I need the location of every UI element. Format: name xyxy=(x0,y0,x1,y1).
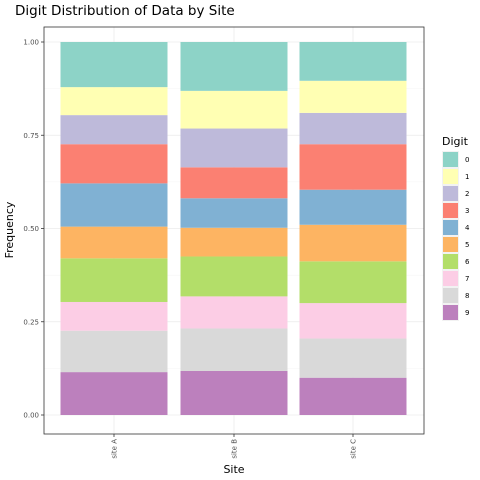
x-tick-label-2: site C xyxy=(350,439,358,459)
bar-site-A-digit-7 xyxy=(60,301,168,331)
bar-site-A-digit-2 xyxy=(60,115,168,145)
bar-site-A-digit-0 xyxy=(60,42,168,88)
y-tick-label-1: 0.25 xyxy=(23,318,39,326)
legend-swatch-3 xyxy=(443,203,458,218)
legend-swatch-5 xyxy=(443,237,458,252)
bar-site-A-digit-9 xyxy=(60,372,168,415)
x-axis-title: Site xyxy=(223,463,244,476)
y-axis-title: Frequency xyxy=(3,201,16,258)
legend-label-6: 6 xyxy=(465,258,470,266)
y-axis: 0.00 0.25 0.50 0.75 1.00 xyxy=(23,39,44,420)
bar-site-A-digit-5 xyxy=(60,226,168,259)
legend-swatch-6 xyxy=(443,254,458,269)
bar-site-C-digit-8 xyxy=(299,338,407,378)
bar-site-B-digit-5 xyxy=(180,227,288,257)
bar-site-B-digit-8 xyxy=(180,328,288,371)
bar-site-C-digit-9 xyxy=(299,377,407,415)
bar-site-C-digit-3 xyxy=(299,144,407,190)
bar-site-C-digit-4 xyxy=(299,189,407,225)
bar-site-C-digit-2 xyxy=(299,112,407,145)
y-tick-label-4: 1.00 xyxy=(23,39,39,47)
bar-site-A-digit-6 xyxy=(60,258,168,302)
y-tick-label-3: 0.75 xyxy=(23,132,39,140)
bar-site-B-digit-1 xyxy=(180,90,288,129)
legend-label-8: 8 xyxy=(465,292,469,300)
x-tick-label-1: site B xyxy=(231,439,239,459)
legend-swatch-9 xyxy=(443,305,458,320)
legend-label-9: 9 xyxy=(465,309,469,317)
bar-site-B-digit-4 xyxy=(180,198,288,228)
bar-site-C-digit-0 xyxy=(299,42,407,81)
legend-label-2: 2 xyxy=(465,190,469,198)
bar-site-A-digit-8 xyxy=(60,330,168,373)
bar-site-C-digit-5 xyxy=(299,224,407,262)
legend-swatch-1 xyxy=(443,169,458,184)
legend-swatch-2 xyxy=(443,186,458,201)
bar-site-A-digit-4 xyxy=(60,183,168,227)
bar-site-C-digit-6 xyxy=(299,261,407,304)
legend-swatch-7 xyxy=(443,271,458,286)
bar-site-B-digit-3 xyxy=(180,167,288,199)
legend-label-0: 0 xyxy=(465,156,469,164)
legend-label-5: 5 xyxy=(465,241,469,249)
legend-swatch-0 xyxy=(443,152,458,167)
legend-title: Digit xyxy=(442,135,469,148)
legend: Digit 0 1 2 3 4 5 6 7 8 9 xyxy=(442,135,470,321)
legend-label-4: 4 xyxy=(465,224,470,232)
bars xyxy=(60,42,407,415)
y-tick-label-0: 0.00 xyxy=(23,412,39,420)
x-tick-label-0: site A xyxy=(111,439,119,459)
x-axis: site A site B site C xyxy=(111,434,358,459)
bar-site-A-digit-3 xyxy=(60,144,168,184)
legend-swatch-8 xyxy=(443,288,458,303)
bar-site-B-digit-7 xyxy=(180,296,288,329)
legend-label-3: 3 xyxy=(465,207,469,215)
bar-site-B-digit-6 xyxy=(180,256,288,297)
legend-label-7: 7 xyxy=(465,275,469,283)
bar-site-C-digit-7 xyxy=(299,303,407,339)
chart-title: Digit Distribution of Data by Site xyxy=(15,3,235,19)
y-tick-label-2: 0.50 xyxy=(23,225,39,233)
bar-site-C-digit-1 xyxy=(299,80,407,113)
legend-label-1: 1 xyxy=(465,173,469,181)
bar-site-B-digit-9 xyxy=(180,370,288,415)
legend-swatch-4 xyxy=(443,220,458,235)
bar-site-A-digit-1 xyxy=(60,87,168,116)
bar-site-B-digit-2 xyxy=(180,128,288,168)
bar-site-B-digit-0 xyxy=(180,42,288,91)
